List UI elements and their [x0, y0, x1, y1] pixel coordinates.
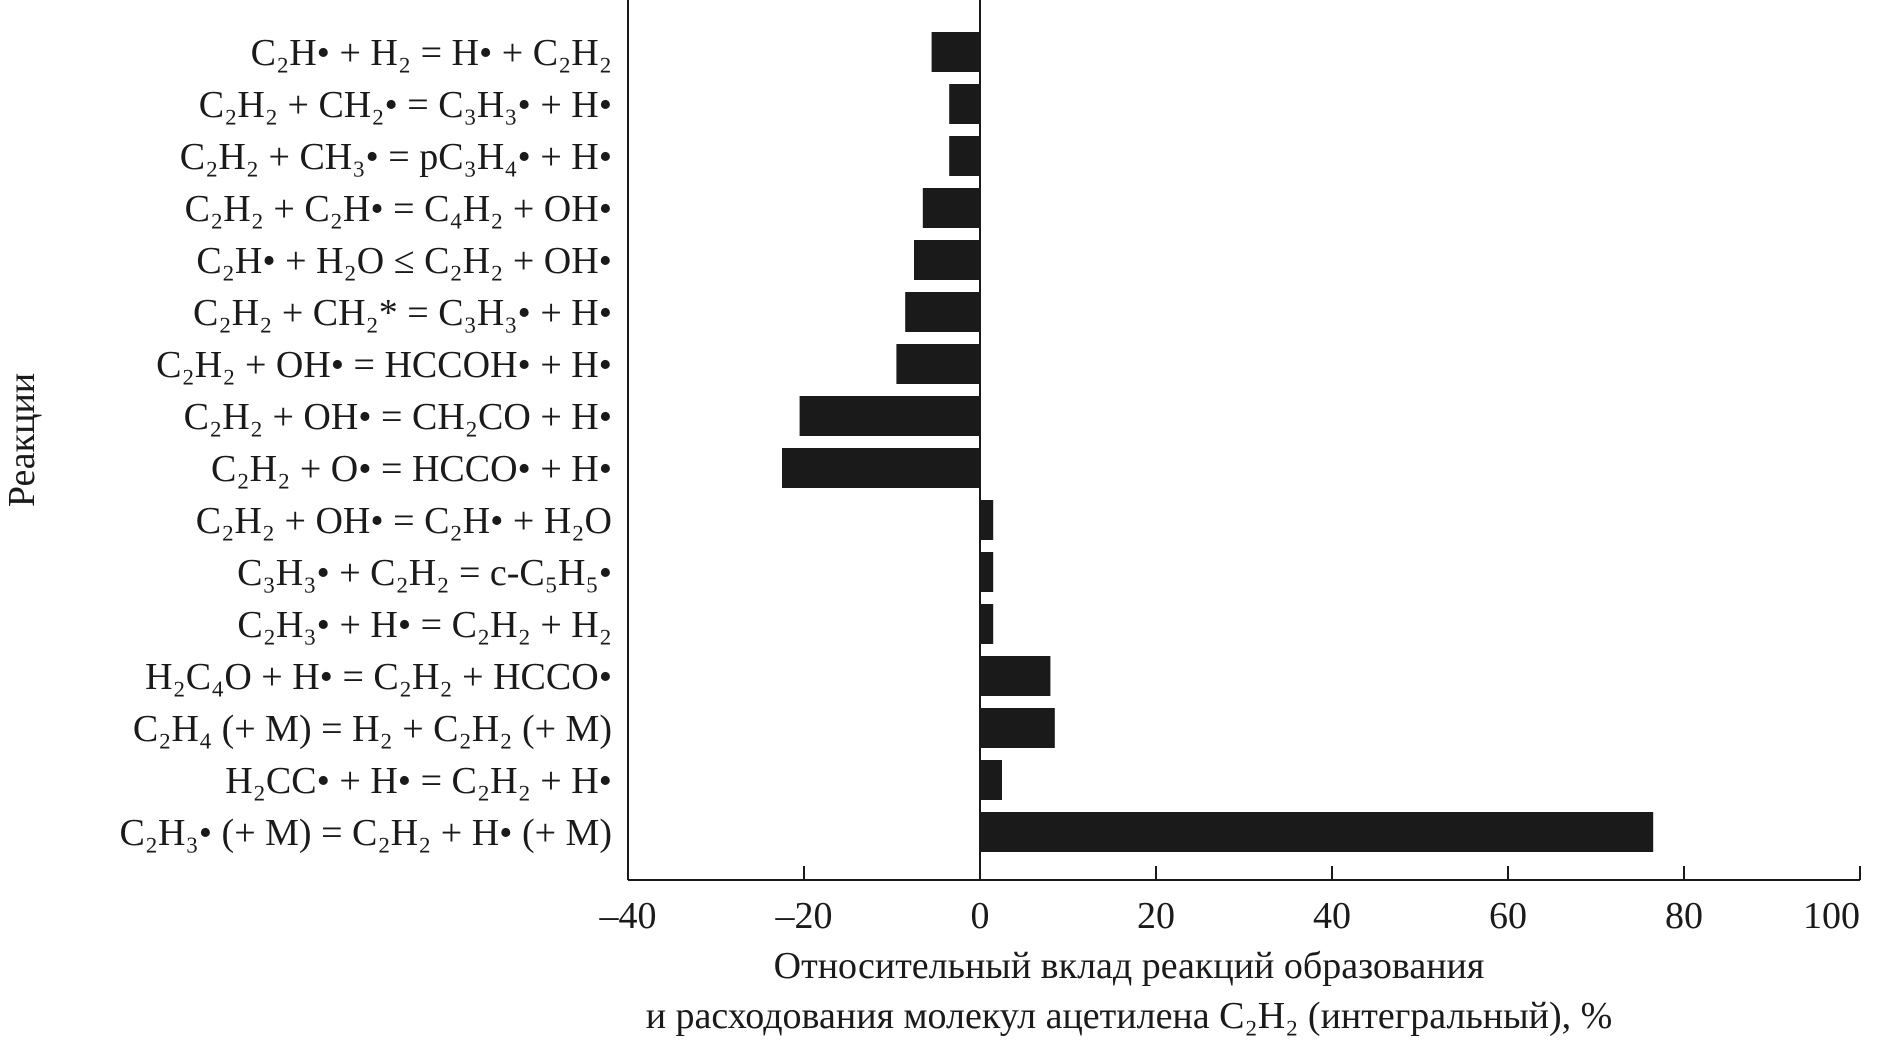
bars-group	[782, 32, 1654, 852]
x-tick-label: –40	[599, 895, 657, 937]
bar-14	[980, 708, 1055, 748]
category-label-7: C₂H₂ + OH• = HCCOH• + H•	[156, 344, 612, 386]
bar-7	[896, 344, 980, 384]
y-axis-title: Реакции	[1, 373, 43, 507]
axes	[627, 0, 1860, 881]
category-label-2: C₂H₂ + CH₂• = C₃H₃• + H•	[199, 84, 612, 126]
bar-5	[914, 240, 980, 280]
x-tick-label: 60	[1489, 895, 1527, 937]
category-label-3: C₂H₂ + CH₃• = pC₃H₄• + H•	[180, 136, 612, 178]
bar-16	[980, 812, 1654, 852]
category-label-9: C₂H₂ + O• = HCCO• + H•	[211, 448, 612, 490]
x-axis-title-line2: и расходования молекул ацетилена C₂H₂ (и…	[646, 995, 1613, 1037]
x-axis-title-line1: Относительный вклад реакций образования	[774, 945, 1485, 987]
category-label-14: C₂H₄ (+ M) = H₂ + C₂H₂ (+ M)	[133, 708, 612, 750]
bar-2	[949, 84, 980, 124]
x-tick-label: 100	[1803, 895, 1860, 937]
bar-13	[980, 656, 1051, 696]
bar-1	[931, 32, 980, 72]
category-label-16: C₂H₃• (+ M) = C₂H₂ + H• (+ M)	[119, 812, 612, 854]
x-tick-label: 0	[971, 895, 990, 937]
x-tick-label: 40	[1313, 895, 1351, 937]
category-labels: C₂H• + H₂ = H• + C₂H₂ C₂H₂ + CH₂• = C₃H₃•…	[119, 32, 612, 854]
category-label-15: H₂CC• + H• = C₂H₂ + H•	[225, 760, 612, 802]
bar-12	[980, 604, 994, 644]
bar-4	[922, 188, 980, 228]
category-label-13: H₂C₄O + H• = C₂H₂ + HCCO•	[145, 656, 612, 698]
category-label-4: C₂H₂ + C₂H• = C₄H₂ + OH•	[185, 188, 612, 230]
x-tick-label: 20	[1137, 895, 1175, 937]
bar-8	[799, 396, 980, 436]
category-label-5: C₂H• + H₂O ≤ C₂H₂ + OH•	[196, 240, 612, 282]
category-label-11: C₃H₃• + C₂H₂ = c-C₅H₅•	[237, 552, 612, 594]
bar-10	[980, 500, 994, 540]
bar-15	[980, 760, 1002, 800]
bar-11	[980, 552, 994, 592]
category-label-10: C₂H₂ + OH• = C₂H• + H₂O	[196, 500, 612, 542]
category-label-8: C₂H₂ + OH• = CH₂CO + H•	[184, 396, 612, 438]
category-label-12: C₂H₃• + H• = C₂H₂ + H₂	[237, 604, 612, 646]
x-ticks: –40 –20 0 20 40 60 80 100	[599, 866, 1861, 937]
x-tick-label: 80	[1665, 895, 1703, 937]
x-tick-label: –20	[775, 895, 833, 937]
bar-6	[905, 292, 980, 332]
category-label-6: C₂H₂ + CH₂* = C₃H₃• + H•	[193, 292, 612, 334]
category-label-1: C₂H• + H₂ = H• + C₂H₂	[251, 32, 612, 74]
bar-9	[782, 448, 980, 488]
bar-3	[949, 136, 980, 176]
